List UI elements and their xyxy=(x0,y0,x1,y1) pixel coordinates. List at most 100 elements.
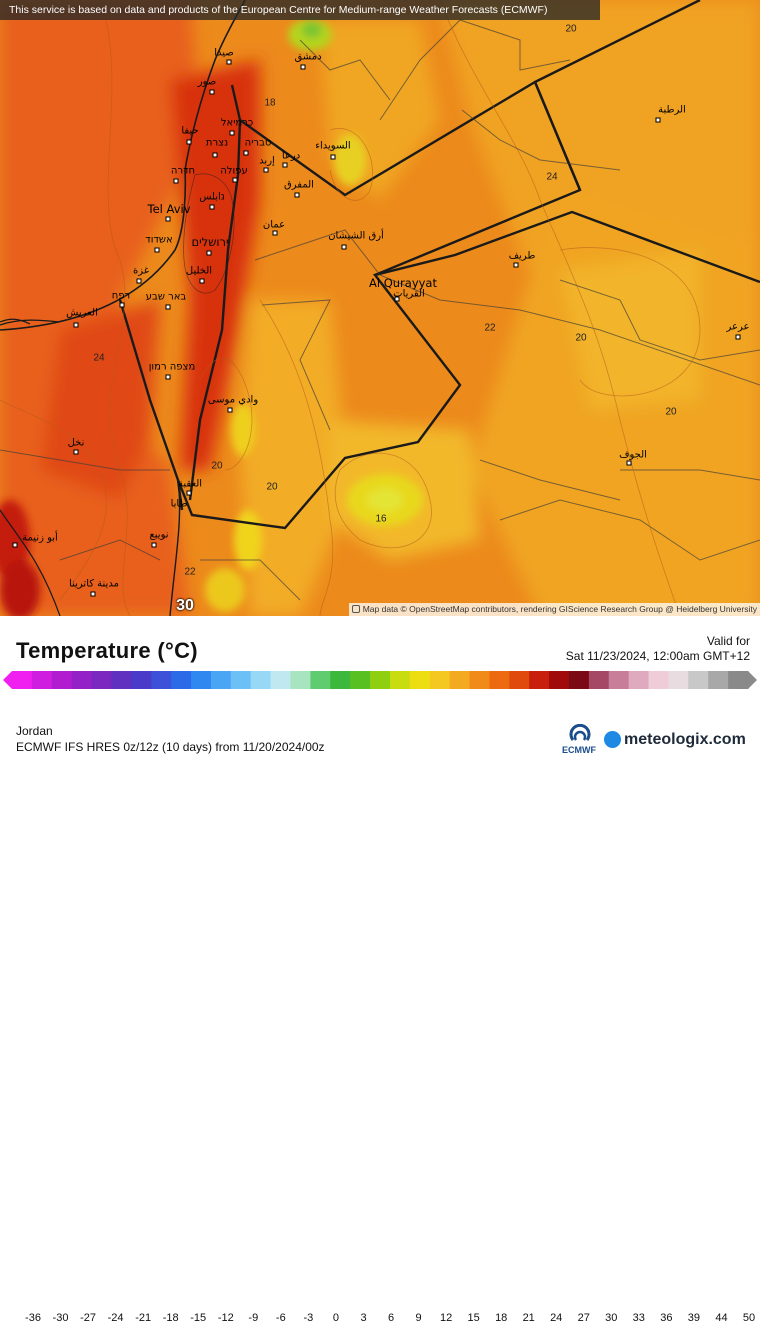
region-name: Jordan xyxy=(16,724,53,738)
place-label-rutba: الرطبة xyxy=(658,104,686,116)
place-label-daraa: درعا xyxy=(281,150,301,162)
place-label-karmiel: כרמיאל xyxy=(220,117,254,129)
place-label-tel-aviv: Tel Aviv xyxy=(147,202,191,216)
city-marker xyxy=(119,302,125,308)
place-label-suwayda: السويداء xyxy=(315,140,351,152)
colorbar-tick-label: 33 xyxy=(632,1312,645,1324)
place-label-aqaba: العقبة xyxy=(177,478,203,490)
colorbar-cell xyxy=(111,671,132,689)
colorbar-tick-label: 9 xyxy=(415,1312,422,1324)
place-label-tyre: صور xyxy=(197,76,217,88)
colorbar-tick-label: -21 xyxy=(135,1312,152,1324)
colorbar-cell xyxy=(12,671,33,689)
place-label-arish: العريش xyxy=(66,307,98,319)
colorbar-cell xyxy=(91,671,112,689)
colorbar-cell xyxy=(409,671,431,689)
place-label-rafah: רפח xyxy=(111,290,131,302)
isotherm-label: 24 xyxy=(93,352,105,364)
temperature-map[interactable]: This service is based on data and produc… xyxy=(0,0,760,616)
city-marker xyxy=(263,167,269,173)
coast-detail xyxy=(0,318,31,325)
city-marker xyxy=(165,374,171,380)
place-label-beersheba: באר שבע xyxy=(145,291,187,303)
isotherm-label: 20 xyxy=(266,481,278,493)
colorbar-cells xyxy=(12,671,749,689)
city-marker xyxy=(282,162,288,168)
city-marker xyxy=(294,192,300,198)
legend-title: Temperature (°C) xyxy=(16,638,198,663)
place-label-hadera: חדרה xyxy=(170,165,196,177)
colorbar-tick-label: 44 xyxy=(715,1312,728,1324)
place-label-al-qurayyat-ar: القريات xyxy=(393,288,425,300)
colorbar-cell xyxy=(588,671,610,689)
colorbar-tick-label: -27 xyxy=(80,1312,97,1324)
colorbar-tick-label: 15 xyxy=(467,1312,480,1324)
colorbar-tick-label: -18 xyxy=(162,1312,179,1324)
city-marker xyxy=(272,230,278,236)
place-label-st-catherine: مدينة كاترينا xyxy=(69,578,119,590)
place-label-abu-zenima: أبو زنيمة xyxy=(22,532,58,544)
city-marker xyxy=(73,322,79,328)
city-marker xyxy=(341,244,347,250)
colorbar-tick-label: 36 xyxy=(660,1312,673,1324)
city-marker xyxy=(227,407,233,413)
colorbar-tick-label: 18 xyxy=(495,1312,508,1324)
colorbar-tick-label: 27 xyxy=(577,1312,590,1324)
colorbar-cell xyxy=(489,671,510,689)
colorbar-cell xyxy=(290,671,311,689)
isotherm-label: 22 xyxy=(184,566,196,578)
city-marker xyxy=(243,150,249,156)
place-label-jerusalem: ירושלים xyxy=(191,235,229,249)
isotherm-label: 20 xyxy=(665,406,677,418)
colorbar-cell xyxy=(429,671,451,689)
place-label-azraq: أرق الشيشان xyxy=(328,230,384,242)
city-marker xyxy=(513,262,519,268)
isotherm-label: 16 xyxy=(375,513,387,525)
colorbar-cell xyxy=(648,671,669,689)
colorbar-cell xyxy=(449,671,471,689)
isotherm-label-max: 30 xyxy=(176,597,194,614)
colorbar-cell xyxy=(330,671,351,689)
colorbar-cell xyxy=(310,671,331,689)
isotherm-label: 20 xyxy=(565,23,577,35)
colorbar-tick-label: -6 xyxy=(275,1312,286,1324)
colorbar-cell xyxy=(568,671,590,689)
cool-pockets xyxy=(0,19,423,616)
colorbar-cell xyxy=(51,671,73,689)
colorbar-tick-label: -24 xyxy=(107,1312,124,1324)
place-label-irbid: إربد xyxy=(259,155,275,167)
colorbar-tick-label: -12 xyxy=(217,1312,234,1324)
country-borders xyxy=(118,0,760,530)
city-marker xyxy=(154,247,160,253)
city-marker xyxy=(209,89,215,95)
colorbar-tick-label: 3 xyxy=(360,1312,367,1324)
place-label-ashdod: אשדוד xyxy=(145,234,173,246)
colorbar xyxy=(3,671,757,689)
west-bank-outline xyxy=(183,173,235,294)
admin-borders xyxy=(0,19,760,601)
colorbar-cell xyxy=(270,671,291,689)
city-marker xyxy=(300,64,306,70)
place-label-hebron: الخليل xyxy=(185,265,213,277)
place-label-amman: عمان xyxy=(262,219,286,231)
city-marker xyxy=(209,204,215,210)
colorbar-cell xyxy=(370,671,391,689)
colorbar-tick-label: 30 xyxy=(605,1312,618,1324)
place-label-wadi-musa: وادي موسى xyxy=(207,394,259,406)
city-marker xyxy=(229,130,235,136)
valid-for-label: Valid for xyxy=(706,634,750,648)
meteologix-logo-icon xyxy=(604,731,621,748)
place-label-al-qurayyat: Al Qurayyat xyxy=(368,276,438,290)
city-marker xyxy=(212,152,218,158)
meteologix-brand[interactable]: meteologix.com xyxy=(624,731,746,748)
place-label-mafraq: المفرق xyxy=(284,179,314,191)
attribution-bottom[interactable]: Map data © OpenStreetMap contributors, r… xyxy=(348,603,760,616)
ecmwf-logo-icon[interactable] xyxy=(560,724,600,758)
attribution-bottom-text: Map data © OpenStreetMap contributors, r… xyxy=(362,604,757,614)
colorbar-tick-label: 6 xyxy=(387,1312,395,1324)
colorbar-cell xyxy=(708,671,729,689)
colorbar-arrow-left xyxy=(3,671,12,689)
colorbar-tick-label: 24 xyxy=(550,1312,563,1324)
colorbar-cell xyxy=(549,671,570,689)
city-marker xyxy=(206,250,212,256)
